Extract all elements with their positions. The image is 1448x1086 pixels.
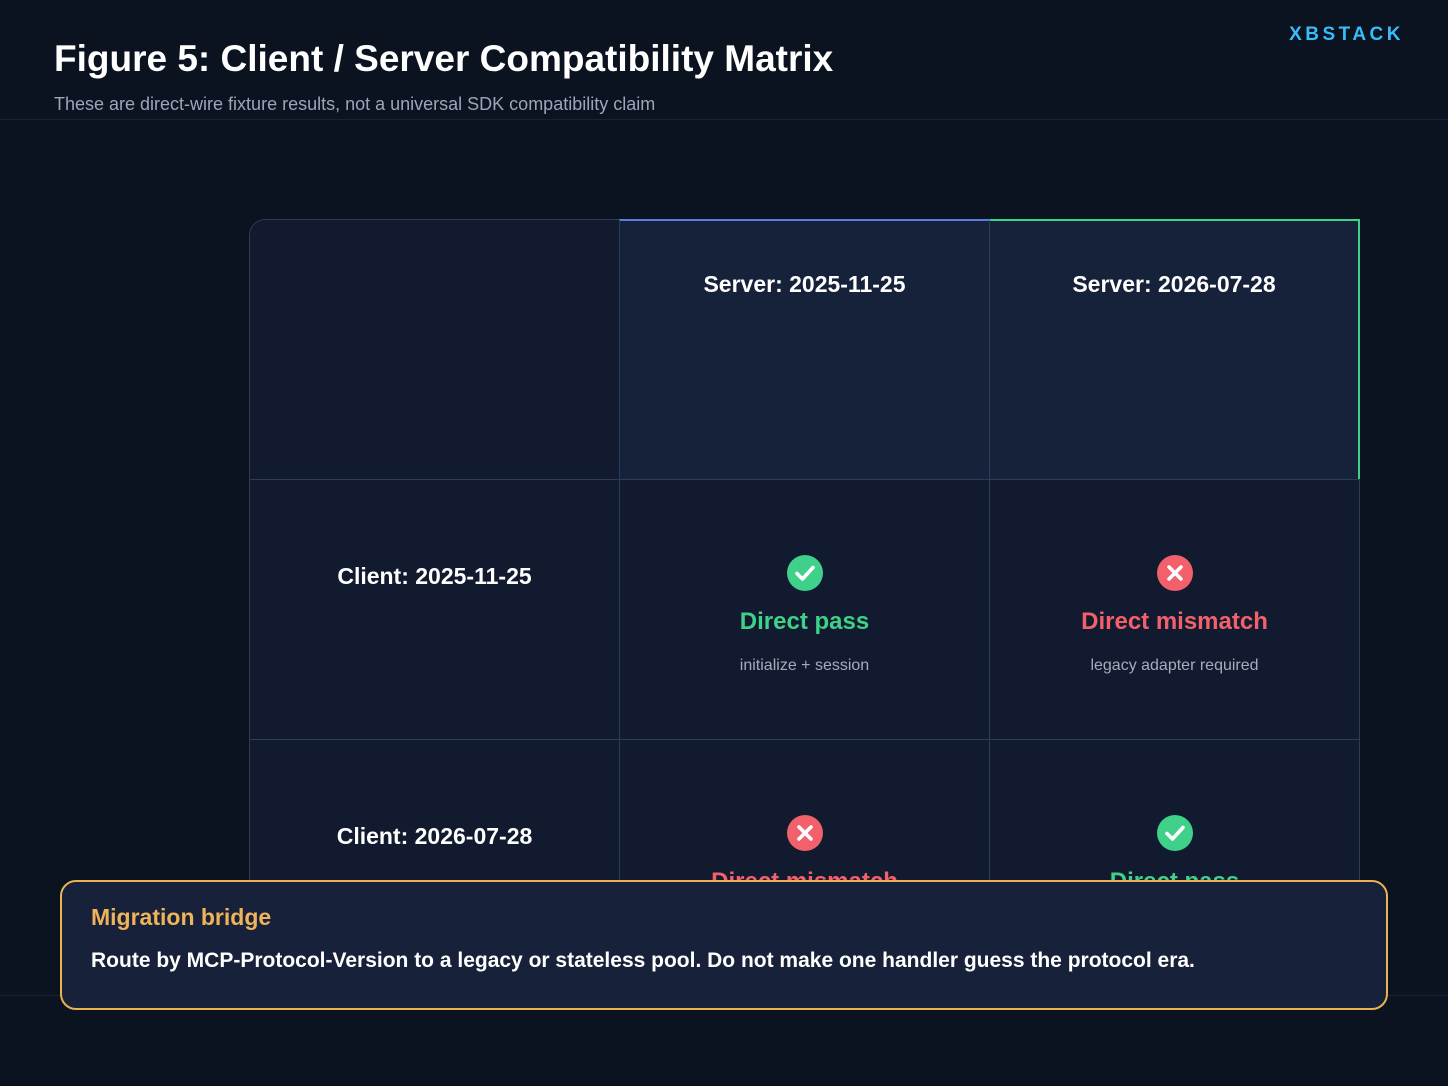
row-header-client-2025-11-25: Client: 2025-11-25 xyxy=(249,479,620,740)
matrix-cell: Direct pass initialize + session xyxy=(619,479,990,740)
row-header-client-2026-07-28: Client: 2026-07-28 xyxy=(249,739,620,880)
status-note: legacy adapter required xyxy=(1090,657,1259,674)
check-circle-icon xyxy=(1156,815,1193,851)
callout-text: Route by MCP-Protocol-Version to a legac… xyxy=(91,949,1195,972)
figure-title: Figure 5: Client / Server Compatibility … xyxy=(54,38,834,79)
migration-bridge-callout: Migration bridge Route by MCP-Protocol-V… xyxy=(60,880,1388,1010)
matrix-corner-cell xyxy=(249,219,620,480)
matrix-cell: Direct mismatch legacy adapter required xyxy=(989,479,1360,740)
status-title: Direct mismatch xyxy=(1081,608,1268,635)
matrix-cell: Direct mismatch xyxy=(619,739,990,880)
brand-logo: XBSTACK xyxy=(1289,24,1404,45)
matrix-cell: Direct pass xyxy=(989,739,1360,880)
compatibility-matrix: Server: 2025-11-25 Server: 2026-07-28 Cl… xyxy=(249,219,1360,880)
status-title: Direct pass xyxy=(739,608,870,635)
x-circle-icon xyxy=(1156,555,1193,591)
status-title: Direct mismatch xyxy=(620,868,989,880)
figure-subtitle: These are direct-wire fixture results, n… xyxy=(54,94,656,114)
column-header-server-2026-07-28: Server: 2026-07-28 xyxy=(989,219,1360,480)
column-header-label: Server: 2026-07-28 xyxy=(1072,271,1276,297)
status-title: Direct pass xyxy=(990,868,1359,880)
row-header-label: Client: 2026-07-28 xyxy=(336,823,533,849)
x-circle-icon xyxy=(786,815,823,851)
status-note: initialize + session xyxy=(739,657,870,674)
row-header-label: Client: 2025-11-25 xyxy=(337,563,532,589)
callout-title: Migration bridge xyxy=(91,904,272,930)
header-divider xyxy=(0,119,1448,120)
column-header-server-2025-11-25: Server: 2025-11-25 xyxy=(619,219,990,480)
column-header-label: Server: 2025-11-25 xyxy=(703,271,906,297)
check-circle-icon xyxy=(786,555,823,591)
